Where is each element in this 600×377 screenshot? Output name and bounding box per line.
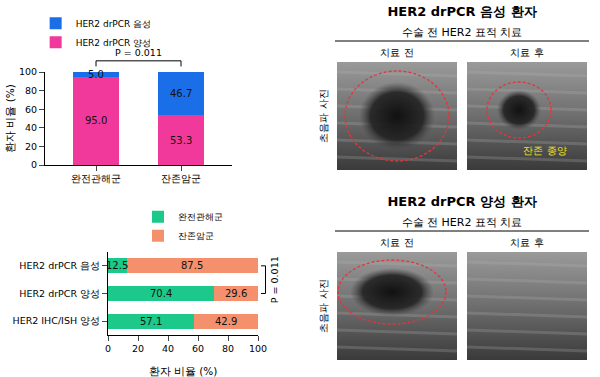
svg-text:수술 전 HER2 표적 치료: 수술 전 HER2 표적 치료 — [402, 216, 523, 229]
svg-text:60: 60 — [25, 104, 37, 115]
svg-text:100: 100 — [19, 66, 37, 77]
svg-text:80: 80 — [222, 343, 234, 354]
svg-text:20: 20 — [25, 141, 37, 152]
svg-text:29.6: 29.6 — [225, 288, 247, 299]
svg-text:12.5: 12.5 — [106, 260, 128, 271]
svg-text:P = 0.011: P = 0.011 — [269, 256, 280, 303]
svg-text:95.0: 95.0 — [85, 115, 107, 126]
svg-text:잔존암군: 잔존암군 — [161, 173, 201, 184]
svg-text:HER2 IHC/ISH 양성: HER2 IHC/ISH 양성 — [13, 315, 101, 326]
svg-text:치료 후: 치료 후 — [510, 237, 543, 248]
svg-text:53.3: 53.3 — [170, 135, 192, 146]
svg-text:치료 전: 치료 전 — [380, 237, 413, 248]
svg-text:HER2 drPCR 음성: HER2 drPCR 음성 — [76, 19, 152, 29]
svg-text:잔존 종양: 잔존 종양 — [523, 145, 566, 156]
svg-text:HER2 drPCR 음성 환자: HER2 drPCR 음성 환자 — [387, 4, 536, 19]
svg-text:치료 후: 치료 후 — [510, 47, 543, 58]
svg-text:HER2 drPCR 양성: HER2 drPCR 양성 — [19, 288, 100, 299]
svg-text:환자 비율 (%): 환자 비율 (%) — [149, 365, 218, 377]
svg-text:완전관해군: 완전관해군 — [71, 173, 121, 184]
svg-text:초음파 사진: 초음파 사진 — [318, 279, 329, 332]
svg-text:초음파 사진: 초음파 사진 — [318, 89, 329, 142]
svg-text:100: 100 — [249, 343, 267, 354]
svg-text:70.4: 70.4 — [150, 288, 172, 299]
svg-text:HER2 drPCR 양성: HER2 drPCR 양성 — [76, 38, 152, 48]
svg-text:환자 비율 (%): 환자 비율 (%) — [4, 84, 16, 153]
svg-text:수술 전 HER2 표적 치료: 수술 전 HER2 표적 치료 — [402, 26, 523, 39]
svg-text:60: 60 — [192, 343, 204, 354]
svg-text:P = 0.011: P = 0.011 — [115, 47, 162, 58]
svg-text:0: 0 — [105, 343, 111, 354]
svg-text:46.7: 46.7 — [170, 88, 192, 99]
svg-text:40: 40 — [25, 122, 37, 133]
svg-text:HER2 drPCR 양성 환자: HER2 drPCR 양성 환자 — [387, 194, 536, 209]
svg-text:완전관해군: 완전관해군 — [178, 212, 223, 222]
svg-text:0: 0 — [31, 159, 37, 170]
svg-text:80: 80 — [25, 85, 37, 96]
svg-text:치료 전: 치료 전 — [380, 47, 413, 58]
svg-text:57.1: 57.1 — [140, 316, 162, 327]
svg-text:87.5: 87.5 — [181, 260, 203, 271]
svg-text:20: 20 — [132, 343, 144, 354]
svg-text:40: 40 — [162, 343, 174, 354]
svg-text:42.9: 42.9 — [215, 316, 237, 327]
svg-text:5.0: 5.0 — [88, 69, 104, 80]
svg-text:잔존암군: 잔존암군 — [178, 231, 214, 241]
svg-text:HER2 drPCR 음성: HER2 drPCR 음성 — [19, 260, 100, 271]
